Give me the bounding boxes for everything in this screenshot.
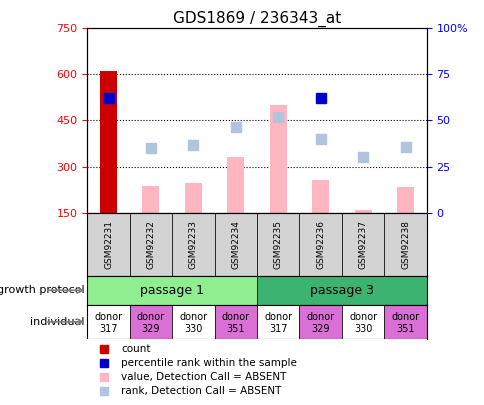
- Text: 351: 351: [226, 324, 244, 334]
- Text: passage 3: passage 3: [309, 284, 373, 297]
- Text: 351: 351: [395, 324, 414, 334]
- Text: 329: 329: [311, 324, 329, 334]
- FancyBboxPatch shape: [87, 305, 129, 339]
- FancyBboxPatch shape: [341, 213, 383, 276]
- Bar: [269, 105, 286, 213]
- Text: 329: 329: [141, 324, 160, 334]
- Text: GSM92234: GSM92234: [231, 220, 240, 269]
- Bar: [227, 157, 244, 213]
- Text: GSM92237: GSM92237: [358, 220, 367, 269]
- Bar: [354, 209, 371, 213]
- Text: donor: donor: [94, 312, 122, 322]
- FancyBboxPatch shape: [87, 213, 129, 276]
- Text: GSM92232: GSM92232: [146, 220, 155, 269]
- FancyBboxPatch shape: [214, 305, 257, 339]
- Text: 330: 330: [353, 324, 372, 334]
- FancyBboxPatch shape: [129, 305, 172, 339]
- Bar: [100, 71, 117, 213]
- Text: GSM92238: GSM92238: [400, 220, 409, 269]
- FancyBboxPatch shape: [299, 213, 341, 276]
- Text: percentile rank within the sample: percentile rank within the sample: [121, 358, 297, 368]
- Text: individual: individual: [30, 317, 88, 327]
- FancyBboxPatch shape: [257, 276, 426, 305]
- Bar: [184, 183, 201, 213]
- Text: donor: donor: [264, 312, 292, 322]
- FancyBboxPatch shape: [341, 305, 383, 339]
- Text: value, Detection Call = ABSENT: value, Detection Call = ABSENT: [121, 372, 286, 382]
- FancyBboxPatch shape: [129, 213, 172, 276]
- Bar: [396, 187, 413, 213]
- FancyBboxPatch shape: [299, 305, 341, 339]
- FancyBboxPatch shape: [383, 305, 426, 339]
- Text: GSM92235: GSM92235: [273, 220, 282, 269]
- Text: 317: 317: [99, 324, 118, 334]
- Text: GSM92236: GSM92236: [316, 220, 325, 269]
- FancyBboxPatch shape: [172, 213, 214, 276]
- Text: donor: donor: [348, 312, 377, 322]
- FancyBboxPatch shape: [87, 276, 257, 305]
- Text: donor: donor: [306, 312, 334, 322]
- Bar: [312, 180, 329, 213]
- FancyBboxPatch shape: [214, 213, 257, 276]
- FancyBboxPatch shape: [257, 213, 299, 276]
- Text: donor: donor: [221, 312, 249, 322]
- Text: GSM92233: GSM92233: [188, 220, 197, 269]
- Text: passage 1: passage 1: [140, 284, 204, 297]
- Text: donor: donor: [179, 312, 207, 322]
- Bar: [142, 186, 159, 213]
- Text: 330: 330: [184, 324, 202, 334]
- Text: 317: 317: [269, 324, 287, 334]
- FancyBboxPatch shape: [383, 213, 426, 276]
- Text: count: count: [121, 344, 151, 354]
- Text: growth protocol: growth protocol: [0, 285, 88, 295]
- Text: donor: donor: [391, 312, 419, 322]
- Text: GSM92231: GSM92231: [104, 220, 113, 269]
- Text: donor: donor: [136, 312, 165, 322]
- Title: GDS1869 / 236343_at: GDS1869 / 236343_at: [173, 11, 340, 27]
- Text: rank, Detection Call = ABSENT: rank, Detection Call = ABSENT: [121, 386, 281, 396]
- FancyBboxPatch shape: [257, 305, 299, 339]
- FancyBboxPatch shape: [172, 305, 214, 339]
